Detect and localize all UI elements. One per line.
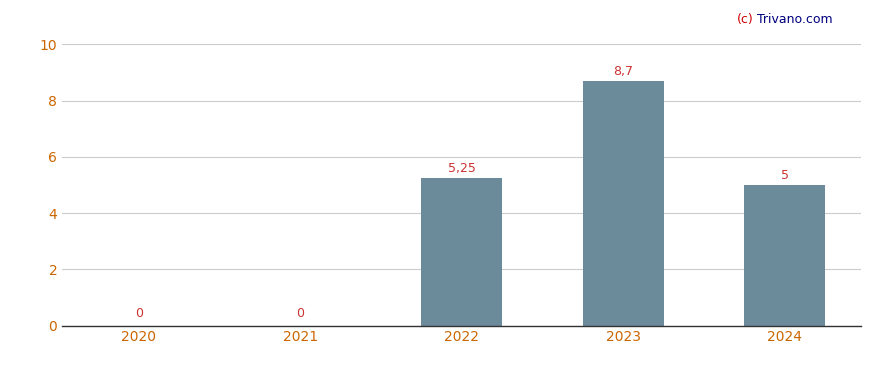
Text: 5,25: 5,25 <box>448 162 476 175</box>
Bar <box>583 81 663 326</box>
Text: 0: 0 <box>135 307 143 320</box>
Text: 8,7: 8,7 <box>614 65 633 78</box>
Bar <box>744 185 825 326</box>
Text: (c): (c) <box>737 13 754 26</box>
Text: 0: 0 <box>297 307 305 320</box>
Bar <box>422 178 502 326</box>
Text: Trivano.com: Trivano.com <box>757 13 832 26</box>
Text: 5: 5 <box>781 169 789 182</box>
